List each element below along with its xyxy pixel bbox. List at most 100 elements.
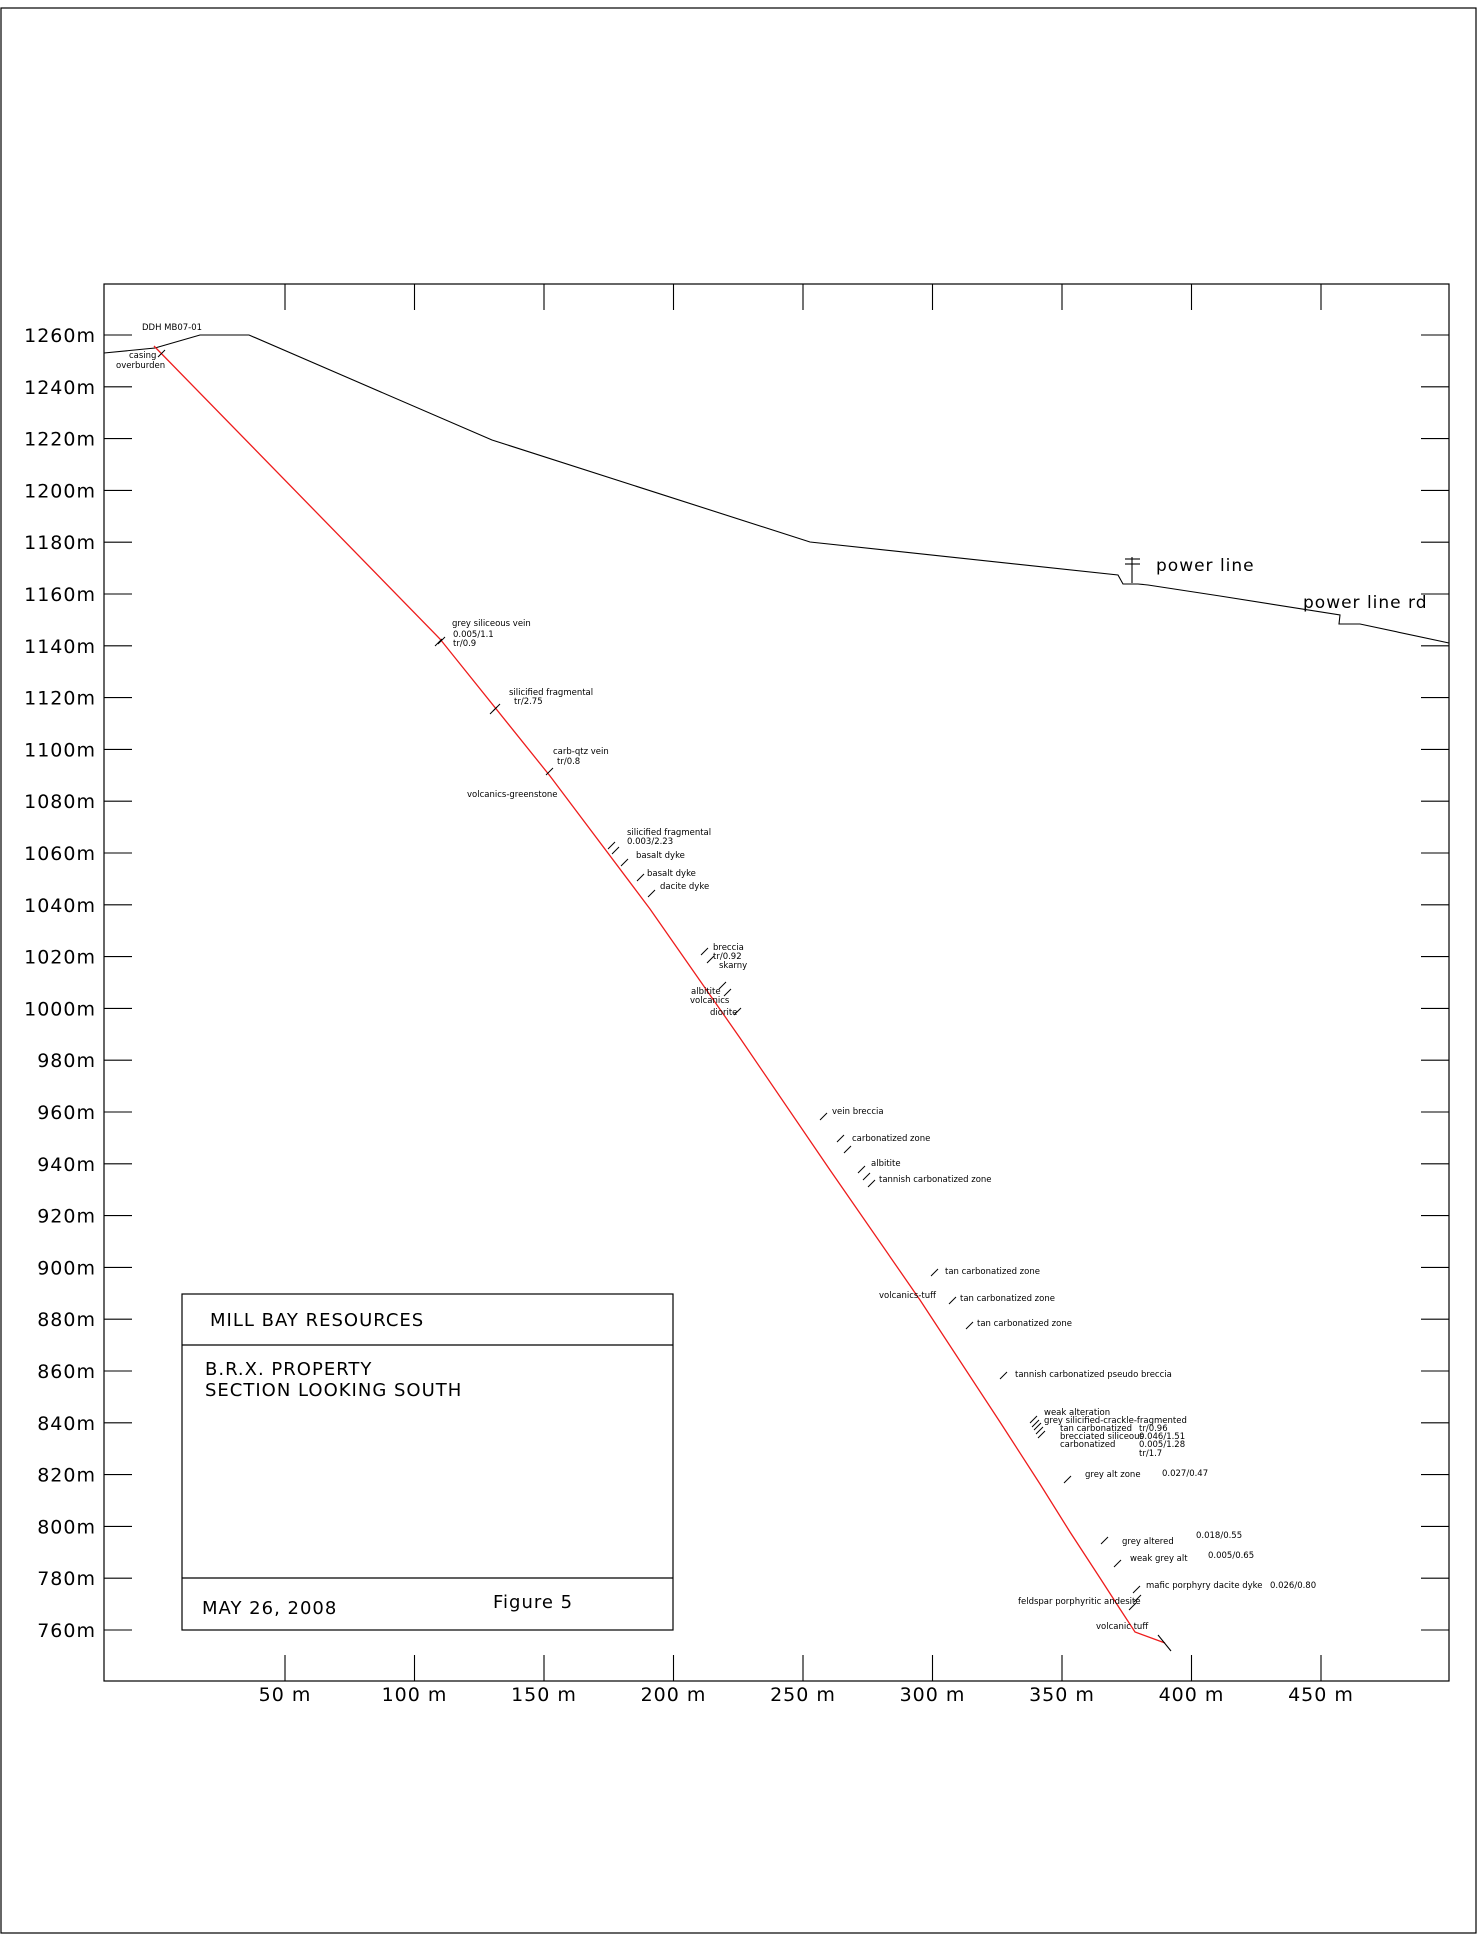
annotation-weak-alteration: weak alteration — [1044, 1408, 1110, 1418]
power-line-label: power line — [1156, 556, 1255, 576]
x-tick-label: 400 m — [1159, 1684, 1225, 1706]
interval-tick — [157, 349, 166, 358]
power-line-rd-label: power line rd — [1303, 593, 1428, 613]
interval-tick — [836, 1134, 845, 1143]
annotation-assay: 0.027/0.47 — [1162, 1469, 1208, 1479]
annotation-tan-carbonatized: tan carbonatized — [1060, 1424, 1132, 1434]
y-tick-label: 1140m — [24, 636, 96, 658]
x-tick-label: 100 m — [382, 1684, 448, 1706]
annotation-tannish-carbonatized-zone: tannish carbonatized zone — [879, 1175, 992, 1185]
annotation-assay: 0.003/2.23 — [627, 837, 673, 847]
y-tick-label: 1000m — [24, 998, 96, 1020]
annotation-volcanics: volcanics — [690, 996, 730, 1006]
interval-tick — [1035, 1426, 1044, 1435]
y-tick-label: 780m — [37, 1568, 96, 1590]
annotation-mafic-porphyry-dacite-dyke: mafic porphyry dacite dyke — [1146, 1581, 1263, 1591]
y-tick-label: 820m — [37, 1465, 96, 1487]
annotation-assay: tr/2.75 — [514, 697, 543, 707]
y-tick-label: 1080m — [24, 791, 96, 813]
y-tick-label: 1120m — [24, 688, 96, 710]
y-tick-label: 760m — [37, 1620, 96, 1642]
interval-tick — [437, 636, 446, 645]
annotation-assay: tr/0.92 — [713, 952, 742, 962]
annotation-overburden: overburden — [116, 361, 165, 371]
annotation-albitite: albitite — [691, 987, 721, 997]
annotation-volcanics-tuff: volcanics-tuff — [879, 1291, 937, 1301]
interval-tick — [843, 1145, 852, 1154]
sheet-border — [0, 7, 1477, 1934]
interval-tick — [611, 846, 620, 855]
annotation-grey-altered: grey altered — [1122, 1537, 1174, 1547]
annotation-assay: 0.018/0.55 — [1196, 1531, 1242, 1541]
annotation-tannish-carbonatized-pseudo-breccia: tannish carbonatized pseudo breccia — [1015, 1370, 1172, 1380]
property-name: B.R.X. PROPERTY — [205, 1359, 372, 1380]
annotation-casing: casing — [129, 351, 156, 361]
annotation-vein-breccia: vein breccia — [832, 1107, 884, 1117]
x-tick-label: 450 m — [1288, 1684, 1354, 1706]
interval-tick — [867, 1179, 876, 1188]
annotation-assay: tr/0.9 — [453, 639, 476, 649]
drawing-date: MAY 26, 2008 — [202, 1598, 337, 1619]
interval-tick — [723, 988, 732, 997]
annotation-assay: 0.046/1.51 — [1139, 1432, 1185, 1442]
interval-tick — [718, 981, 727, 990]
y-tick-label: 800m — [37, 1516, 96, 1538]
y-tick-label: 1100m — [24, 739, 96, 761]
x-tick-label: 50 m — [259, 1684, 312, 1706]
y-axis-ticks: 1260m 1240m 1220m 1200m 1180m 1160m 1140m 1120m… — [24, 325, 1449, 1642]
annotation-weak-grey-alt: weak grey alt — [1130, 1554, 1188, 1564]
annotation-volcanic-tuff: volcanic tuff — [1096, 1622, 1149, 1632]
annotation-carb-qtz-vein: carb-qtz vein — [553, 747, 609, 757]
annotation-albitite: albitite — [871, 1159, 901, 1169]
interval-tick — [930, 1268, 939, 1277]
figure-number: Figure 5 — [493, 1592, 573, 1613]
annotation-dacite-dyke: dacite dyke — [660, 882, 709, 892]
interval-tick — [733, 1007, 742, 1016]
x-tick-label: 350 m — [1029, 1684, 1095, 1706]
x-tick-label: 300 m — [900, 1684, 966, 1706]
annotation-tan-carbonatized-zone: tan carbonatized zone — [977, 1319, 1072, 1329]
title-block-frame — [181, 1293, 674, 1631]
annotation-grey-silicified-crackle-fragmented: grey silicified-crackle-fragmented — [1044, 1416, 1187, 1426]
y-tick-label: 1060m — [24, 843, 96, 865]
y-tick-label: 1240m — [24, 377, 96, 399]
annotation-brecciated-siliceous: brecciated siliceous — [1060, 1432, 1145, 1442]
x-tick-label: 200 m — [641, 1684, 707, 1706]
drillhole-label: DDH MB07-01 — [142, 323, 202, 333]
y-tick-label: 1020m — [24, 947, 96, 969]
interval-tick — [1100, 1536, 1109, 1545]
interval-tick — [948, 1296, 957, 1305]
annotation-tan-carbonatized-zone: tan carbonatized zone — [945, 1267, 1040, 1277]
annotation-breccia: breccia — [713, 943, 744, 953]
interval-tick — [700, 947, 709, 956]
interval-tick — [1031, 1419, 1040, 1428]
y-tick-label: 1220m — [24, 429, 96, 451]
y-tick-label: 1040m — [24, 895, 96, 917]
annotation-diorite: diorite — [710, 1008, 737, 1018]
annotation-grey-alt-zone: grey alt zone — [1085, 1470, 1141, 1480]
annotation-basalt-dyke: basalt dyke — [636, 851, 685, 861]
interval-tick — [706, 955, 715, 964]
interval-tick — [1133, 1594, 1142, 1603]
interval-tick — [1037, 1430, 1046, 1439]
annotation-silicified-fragmental: silicified fragmental — [509, 688, 593, 698]
y-tick-label: 900m — [37, 1257, 96, 1279]
section-title: SECTION LOOKING SOUTH — [205, 1380, 462, 1401]
interval-tick — [545, 767, 554, 776]
annotation-assay: tr/1.7 — [1139, 1449, 1162, 1459]
annotation-volcanics-greenstone: volcanics-greenstone — [467, 790, 558, 800]
ground-surface-profile — [103, 334, 1450, 644]
y-tick-label: 980m — [37, 1050, 96, 1072]
annotation-silicified-fragmental: silicified fragmental — [627, 828, 711, 838]
annotation-assay: 0.005/0.65 — [1208, 1551, 1254, 1561]
interval-tick — [999, 1371, 1008, 1380]
interval-tick — [647, 889, 656, 898]
y-tick-label: 1200m — [24, 480, 96, 502]
interval-tick — [1128, 1602, 1137, 1611]
plot-frame — [103, 283, 1450, 1682]
annotation-assay: tr/0.8 — [557, 757, 580, 767]
interval-tick — [434, 638, 443, 647]
sample-interval-ticks — [157, 349, 1142, 1611]
